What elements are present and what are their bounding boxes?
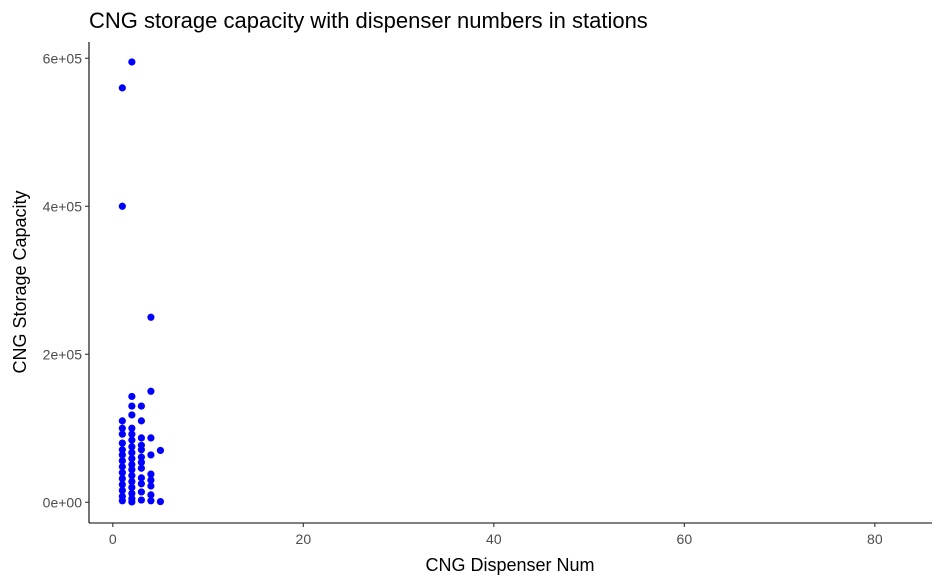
data-point [118, 451, 126, 459]
data-point [128, 477, 136, 486]
data-point [128, 411, 136, 419]
data-point [147, 434, 155, 442]
x-tick-label: 80 [867, 531, 883, 547]
data-point [118, 439, 126, 447]
y-axis-title: CNG Storage Capacity [10, 190, 30, 373]
data-points [118, 58, 165, 506]
x-tick-label: 60 [677, 531, 693, 547]
data-point [118, 446, 126, 454]
x-tick-label: 0 [109, 531, 117, 547]
data-point [118, 84, 126, 92]
data-point [137, 434, 145, 442]
data-point [118, 497, 126, 505]
data-point [137, 496, 145, 504]
data-point [147, 491, 155, 499]
data-point [137, 480, 145, 488]
data-point [118, 457, 126, 465]
data-point [128, 424, 136, 432]
data-point [118, 486, 126, 495]
data-point [118, 417, 126, 425]
y-axis-ticks: 0e+00 2e+05 4e+05 6e+05 [43, 50, 89, 510]
data-point [147, 387, 155, 395]
data-point [156, 446, 165, 455]
x-tick-label: 40 [486, 531, 502, 547]
x-axis-ticks: 0 20 40 60 80 [109, 523, 883, 547]
data-point [128, 498, 136, 506]
data-point [147, 451, 155, 459]
data-point [147, 482, 155, 490]
data-point [137, 446, 145, 454]
data-point [128, 489, 136, 497]
x-axis-title: CNG Dispenser Num [425, 555, 594, 575]
x-tick-label: 20 [296, 531, 312, 547]
data-point [118, 480, 126, 489]
data-point [128, 483, 136, 492]
data-point [147, 470, 155, 478]
data-point [118, 424, 126, 432]
data-point [118, 430, 126, 438]
data-point [128, 430, 136, 438]
data-point [118, 475, 126, 483]
data-point [128, 466, 136, 474]
data-point [118, 469, 126, 477]
data-point [128, 58, 136, 66]
data-point [128, 392, 136, 401]
data-point [118, 463, 126, 471]
data-point [137, 488, 145, 496]
data-point [147, 476, 155, 484]
data-point [156, 497, 165, 506]
data-point [128, 455, 136, 463]
data-point [137, 417, 145, 425]
data-point [137, 458, 145, 466]
chart-title: CNG storage capacity with dispenser numb… [89, 8, 648, 33]
data-point [147, 497, 155, 505]
data-point [128, 449, 136, 457]
data-point [137, 464, 145, 472]
y-tick-label: 2e+05 [43, 346, 83, 362]
data-point [128, 460, 136, 469]
data-point [137, 402, 145, 410]
data-point [118, 202, 126, 210]
y-tick-label: 4e+05 [43, 198, 83, 214]
data-point [128, 443, 136, 451]
data-point [128, 472, 136, 480]
y-tick-label: 0e+00 [43, 494, 83, 510]
data-point [147, 313, 155, 321]
data-point [137, 474, 145, 482]
data-point [128, 436, 136, 444]
data-point [128, 402, 136, 410]
plot-area: 0e+00 2e+05 4e+05 6e+05 0 20 40 60 80 [43, 42, 932, 547]
y-tick-label: 6e+05 [43, 50, 83, 66]
data-point [137, 453, 145, 461]
